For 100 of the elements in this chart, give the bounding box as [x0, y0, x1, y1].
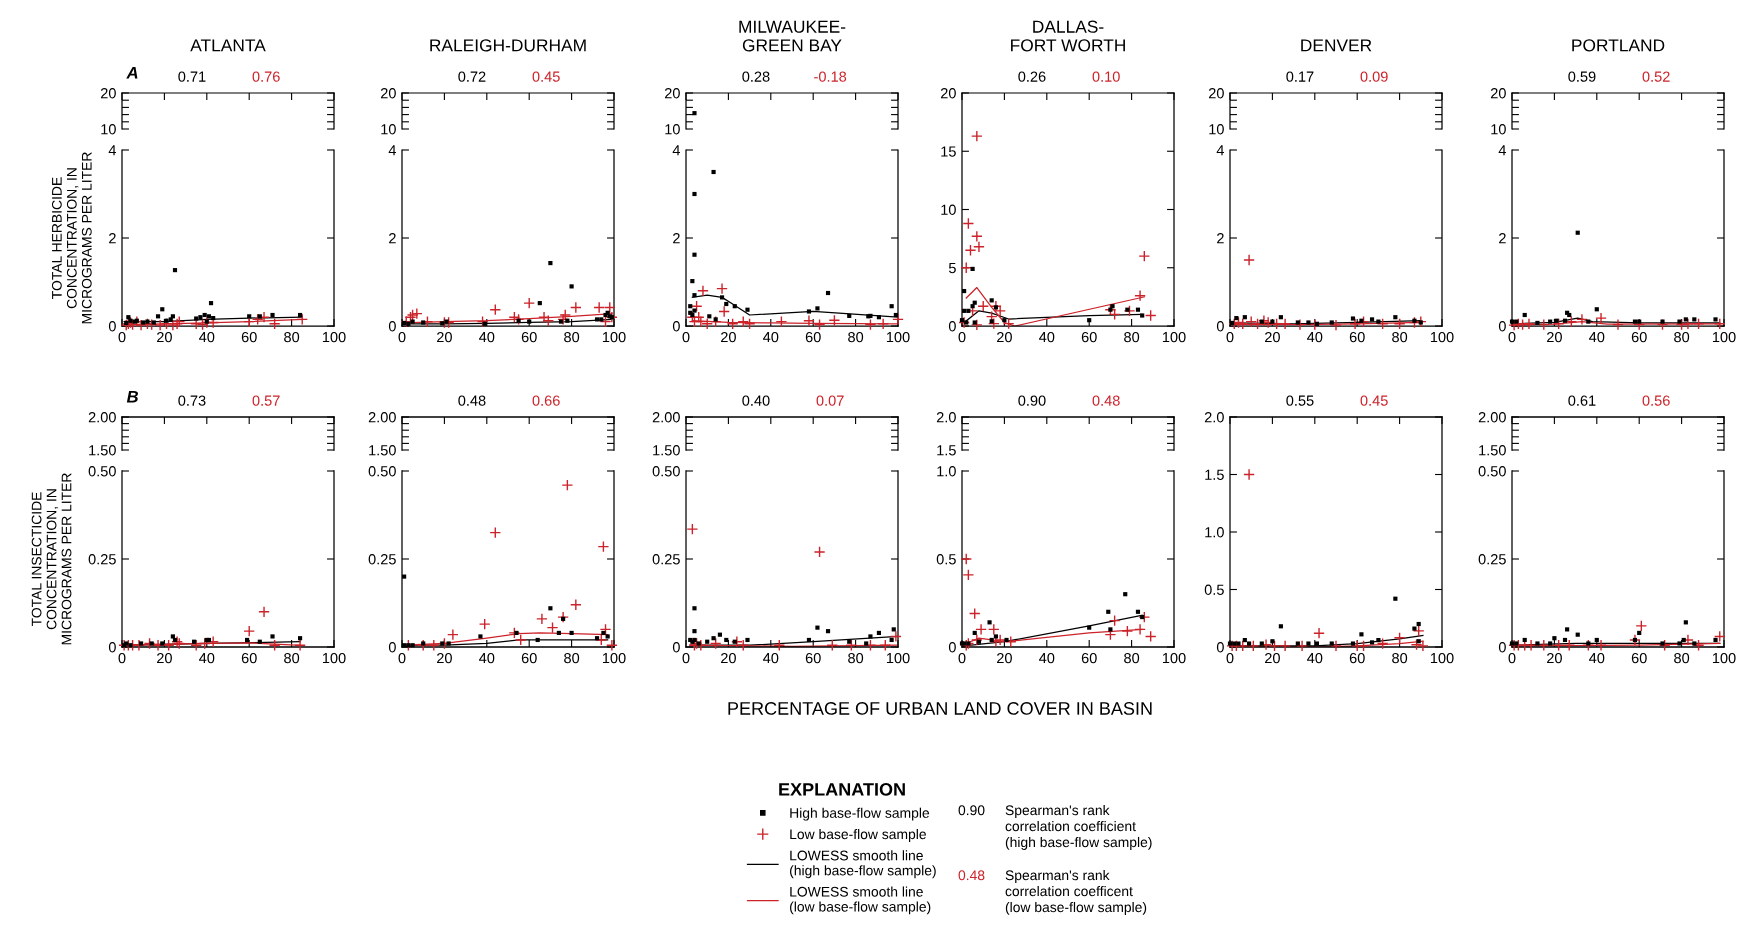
x-tick-label: 60: [1081, 652, 1097, 664]
y-tick-label: 0.50: [368, 466, 396, 477]
x-tick-label: 60: [1631, 652, 1647, 664]
legend-label: Low base-flow sample: [790, 828, 926, 842]
text: 0.52: [1642, 71, 1670, 82]
y-tick-label: 0: [1498, 321, 1506, 332]
x-tick-label: 20: [437, 331, 452, 343]
y-tick-label: 0.50: [1478, 466, 1506, 477]
x-tick-label: 60: [805, 652, 821, 664]
y-tick-label: 0.5: [936, 554, 956, 565]
y-tick-label: 0: [1498, 642, 1506, 653]
x-tick-label: 100: [1712, 331, 1736, 343]
y-tick-label: 10: [1491, 124, 1506, 135]
y-tick-label: 0.50: [88, 466, 116, 477]
x-tick-label: 60: [805, 331, 821, 343]
x-tick-label: 80: [564, 331, 580, 343]
x-tick-label: 60: [521, 331, 537, 343]
chart-title: DALLAS- FORT WORTH: [1011, 20, 1125, 52]
chart-title: DENVER: [1301, 39, 1372, 52]
text: 0.59: [1568, 71, 1596, 82]
x-tick-label: 100: [322, 652, 346, 664]
y-tick-label: 2: [389, 233, 396, 244]
y-tick-label: 10: [1209, 124, 1224, 135]
x-tick-label: 80: [1124, 331, 1140, 343]
x-tick-label: 80: [1392, 331, 1408, 343]
x-tick-label: 0: [958, 652, 966, 664]
y-tick-label: 1.0: [937, 466, 956, 477]
x-tick-label: 80: [848, 331, 864, 343]
x-tick-label: 40: [479, 331, 495, 343]
y-tick-label: 2.0: [1204, 412, 1224, 423]
text: 0.07: [816, 395, 844, 406]
x-tick-label: 80: [1392, 652, 1408, 664]
x-tick-label: 60: [241, 331, 257, 343]
x-tick-label: 100: [1712, 652, 1736, 664]
y-tick-label: 0.5: [1204, 584, 1224, 595]
x-tick-label: 0: [958, 331, 966, 343]
chart-title: ATLANTA: [190, 39, 266, 52]
legend-title: EXPLANATION: [779, 782, 905, 796]
x-tick-label: 40: [1589, 331, 1605, 343]
x-tick-label: 20: [157, 652, 172, 664]
text: 0.09: [1360, 71, 1388, 82]
x-tick-label: 20: [1547, 652, 1562, 664]
text: 0.48: [458, 395, 486, 406]
x-tick-label: 100: [1162, 652, 1186, 664]
y-tick-label: 20: [1490, 88, 1506, 99]
x-tick-label: 80: [284, 652, 300, 664]
legend-label: High base-flow sample: [790, 807, 930, 821]
x-tick-label: 100: [886, 652, 910, 664]
text: 0.40: [742, 395, 770, 406]
y-tick-label: 0: [948, 642, 956, 653]
y-tick-label: 0: [108, 642, 116, 653]
x-tick-label: 100: [1430, 652, 1454, 664]
x-tick-label: 60: [1349, 331, 1365, 343]
text: 0.45: [532, 71, 560, 82]
y-tick-label: 1.5: [937, 445, 956, 456]
x-tick-label: 40: [1039, 331, 1055, 343]
chart-title: RALEIGH-DURHAM: [430, 39, 586, 52]
x-tick-label: 0: [1508, 331, 1516, 343]
x-tick-label: 60: [1349, 652, 1365, 664]
x-tick-label: 40: [1307, 652, 1323, 664]
x-tick-label: 40: [199, 331, 215, 343]
text: 0.48: [1092, 395, 1120, 406]
x-tick-label: 20: [721, 652, 736, 664]
y-tick-label: 10: [381, 124, 396, 135]
text: Spearman's rank correlation coefficent (low base-flow sample): [1005, 870, 1147, 915]
y-tick-label: 20: [100, 88, 116, 99]
text: 0.57: [252, 395, 280, 406]
y-tick-label: 0: [388, 642, 396, 653]
y-tick-label: 2: [673, 233, 680, 244]
y-tick-label: 0.25: [1478, 554, 1506, 565]
x-tick-label: 80: [848, 652, 864, 664]
y-tick-label: 15: [941, 146, 956, 157]
y-tick-label: 5: [948, 263, 956, 274]
x-tick-label: 0: [682, 652, 690, 664]
x-tick-label: 40: [479, 652, 495, 664]
x-tick-label: 100: [1430, 331, 1454, 343]
x-tick-label: 0: [118, 331, 126, 343]
x-tick-label: 100: [602, 331, 626, 343]
y-tick-label: 10: [101, 124, 116, 135]
x-tick-label: 60: [521, 652, 537, 664]
text: 0.56: [1642, 395, 1670, 406]
y-tick-label: 2: [1217, 233, 1224, 244]
text: -0.18: [814, 71, 847, 82]
x-tick-label: 20: [997, 652, 1012, 664]
y-tick-label: 2.00: [1478, 412, 1506, 423]
text: 0.72: [458, 71, 486, 82]
x-tick-label: 80: [564, 652, 580, 664]
y-tick-label: 1.0: [1205, 527, 1224, 538]
text: 0.76: [252, 71, 280, 82]
y-tick-label: 0: [672, 642, 680, 653]
x-tick-label: 20: [437, 652, 452, 664]
text: A: [126, 66, 138, 79]
y-tick-label: 2.00: [368, 412, 396, 423]
y-tick-label: 2: [1499, 233, 1506, 244]
x-tick-label: 80: [1124, 652, 1140, 664]
y-axis-title: TOTAL INSECTICIDE CONCENTRATION, IN MICROGRAMS PER LITER: [31, 473, 72, 645]
x-tick-label: 100: [1162, 331, 1186, 343]
legend-label: LOWESS smooth line (high base-flow sample): [790, 850, 936, 879]
y-tick-label: 4: [672, 145, 681, 156]
x-tick-label: 100: [886, 331, 910, 343]
